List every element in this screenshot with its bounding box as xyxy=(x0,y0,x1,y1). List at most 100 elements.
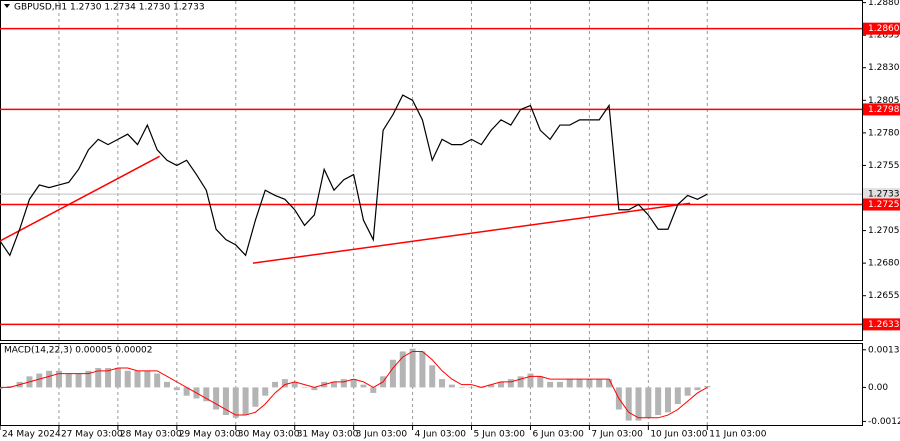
x-tick-label: 5 Jun 03:00 xyxy=(474,430,526,440)
macd-pane xyxy=(0,343,863,426)
x-tick-label: 11 Jun 03:00 xyxy=(709,430,766,440)
macd-bar xyxy=(537,376,544,388)
macd-bar xyxy=(330,381,337,388)
y-tick-label: 0.00 xyxy=(868,383,888,393)
level-label: 1.2633 xyxy=(868,320,900,330)
x-tick-label: 3 Jun 03:00 xyxy=(356,430,408,440)
macd-bar xyxy=(399,351,406,388)
macd-bar xyxy=(704,386,711,388)
macd-bar xyxy=(655,387,662,416)
macd-title: MACD(14,22,3) 0.00005 0.00002 xyxy=(4,346,153,356)
chart-title: GBPUSD,H1 1.2730 1.2734 1.2730 1.2733 xyxy=(14,3,205,13)
y-tick-label: 1.2855 xyxy=(868,31,900,41)
macd-bar xyxy=(497,381,504,388)
level-label: 1.2798 xyxy=(868,105,900,115)
macd-bar xyxy=(664,387,671,413)
macd-bar xyxy=(684,387,691,396)
macd-bar xyxy=(222,387,229,416)
level-box xyxy=(863,198,900,211)
macd-bar xyxy=(429,365,436,388)
macd-bar xyxy=(173,387,180,391)
macd-bar xyxy=(183,387,190,396)
macd-bar xyxy=(468,387,475,388)
macd-bar xyxy=(556,381,563,388)
macd-bar xyxy=(6,386,13,388)
macd-bar xyxy=(46,370,53,388)
macd-bar xyxy=(488,384,495,388)
price-line xyxy=(0,94,708,257)
macd-bar xyxy=(586,379,593,388)
macd-bar xyxy=(114,368,121,388)
macd-bar xyxy=(301,387,308,388)
y-tick-label: 1.2830 xyxy=(868,63,900,73)
macd-bar xyxy=(350,379,357,388)
macd-bar xyxy=(458,387,465,388)
macd-bar xyxy=(291,381,298,388)
macd-bar xyxy=(154,373,161,388)
macd-bar xyxy=(596,379,603,388)
macd-bar xyxy=(95,368,102,388)
x-tick-label: 31 May 03:00 xyxy=(297,430,359,440)
macd-bar xyxy=(0,387,3,389)
current-price-box xyxy=(863,188,900,201)
macd-bar xyxy=(134,370,141,388)
macd-bar xyxy=(547,381,554,388)
macd-bar xyxy=(419,351,426,388)
macd-bar xyxy=(606,379,613,388)
macd-bar xyxy=(163,381,170,388)
y-tick-label: 1.2755 xyxy=(868,161,900,171)
macd-bar xyxy=(144,370,151,388)
macd-bar xyxy=(65,373,72,388)
macd-bar xyxy=(75,373,82,388)
x-tick-label: 27 May 03:00 xyxy=(61,430,123,440)
y-tick-label: 1.2680 xyxy=(868,259,900,269)
macd-bar xyxy=(370,387,377,393)
macd-bar xyxy=(517,376,524,388)
y-tick-label: -0.00123 xyxy=(868,417,900,427)
macd-bar xyxy=(507,379,514,388)
macd-bar xyxy=(36,373,43,388)
macd-bar xyxy=(340,379,347,388)
macd-bar xyxy=(55,370,62,388)
x-tick-label: 6 Jun 03:00 xyxy=(532,430,584,440)
y-tick-label: 1.2705 xyxy=(868,226,900,236)
x-tick-label: 7 Jun 03:00 xyxy=(591,430,643,440)
macd-bar xyxy=(262,387,269,396)
macd-bar xyxy=(232,387,239,418)
macd-bar xyxy=(85,370,92,388)
x-tick-label: 29 May 03:00 xyxy=(179,430,241,440)
level-label: 1.2860 xyxy=(868,24,900,34)
macd-bar xyxy=(252,387,259,407)
level-box xyxy=(863,318,900,331)
y-tick-label: 0.00136 xyxy=(868,345,900,355)
macd-bar xyxy=(105,368,112,388)
y-tick-label: 1.2880 xyxy=(868,0,900,8)
macd-bar xyxy=(389,359,396,388)
macd-bar xyxy=(694,387,701,391)
macd-bar xyxy=(527,373,534,388)
macd-bar xyxy=(645,387,652,418)
macd-bar xyxy=(625,387,632,421)
macd-bar xyxy=(281,379,288,388)
y-tick-label: 1.2805 xyxy=(868,96,900,106)
macd-bar xyxy=(448,384,455,388)
level-label: 1.2725 xyxy=(868,200,900,210)
y-tick-label: 1.2780 xyxy=(868,128,900,138)
x-tick-label: 4 Jun 03:00 xyxy=(415,430,467,440)
macd-bar xyxy=(674,387,681,404)
macd-bar xyxy=(272,381,279,388)
level-box xyxy=(863,103,900,116)
level-box xyxy=(863,22,900,35)
y-tick-label: 1.2655 xyxy=(868,291,900,301)
macd-bar xyxy=(635,387,642,421)
macd-bar xyxy=(311,387,318,391)
macd-bar xyxy=(360,384,367,388)
x-tick-label: 28 May 03:00 xyxy=(120,430,182,440)
signal-line xyxy=(0,350,708,419)
trendline xyxy=(0,155,160,242)
macd-bar xyxy=(409,348,416,388)
main-pane xyxy=(0,0,863,341)
macd-bar xyxy=(242,387,249,416)
x-tick-label: 30 May 03:00 xyxy=(238,430,300,440)
